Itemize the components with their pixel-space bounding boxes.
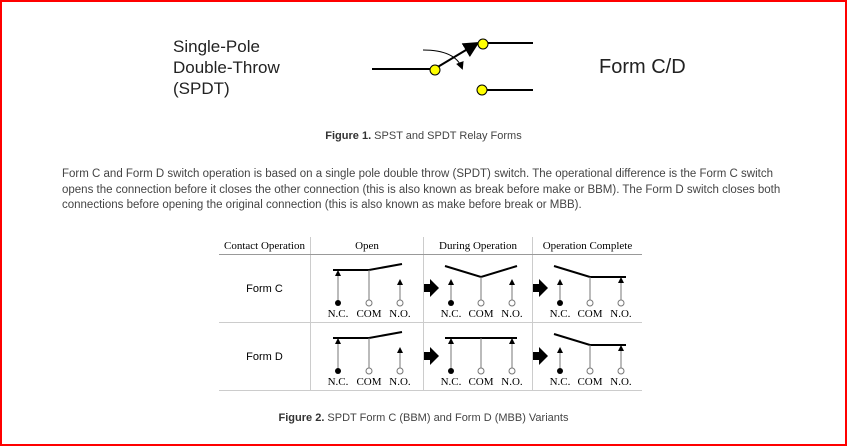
- state-cell: N.C. COM N.O.: [310, 322, 424, 391]
- no-terminal: [396, 367, 404, 375]
- header-during: During Operation: [423, 237, 533, 255]
- switch-arm: [333, 263, 403, 271]
- terminal-label: N.C.: [328, 376, 349, 388]
- no-arrowhead-icon: [618, 345, 624, 351]
- com-terminal: [586, 367, 594, 375]
- nc-arrowhead-icon: [448, 279, 454, 285]
- terminal-label: N.C.: [328, 308, 349, 320]
- no-terminal: [617, 299, 625, 307]
- terminal-label: N.O.: [389, 308, 411, 320]
- contact-diagram: N.C. COM N.O.: [328, 263, 411, 320]
- no-terminal: [508, 367, 516, 375]
- contact-operation-table: Contact Operation Open During Operation …: [219, 237, 642, 391]
- table-row: Form C N.C. COM N.O. N.C. COM N.O. N.C. COM N.…: [219, 254, 642, 323]
- com-terminal: [477, 367, 485, 375]
- state-cell: N.C. COM N.O.: [423, 322, 533, 391]
- terminal-label: COM: [468, 308, 493, 320]
- switch-arm: [553, 333, 626, 346]
- terminal-label: N.O.: [501, 308, 523, 320]
- switch-arm: [435, 41, 480, 69]
- terminal-label: COM: [356, 308, 381, 320]
- nc-terminal: [557, 300, 563, 306]
- nc-terminal: [557, 368, 563, 374]
- description-paragraph: Form C and Form D switch operation is ba…: [62, 168, 781, 211]
- nc-terminal: [335, 368, 341, 374]
- lower-contact: [476, 84, 488, 96]
- switch-arm: [444, 265, 518, 279]
- label-line: Double-Throw: [173, 58, 280, 77]
- no-arrowhead-icon: [509, 279, 515, 285]
- table-row: Form D N.C. COM N.O. N.C. COM N.O. N.C. COM N.…: [219, 322, 642, 391]
- transition-arrow-icon: [533, 279, 548, 297]
- state-cell: N.C. COM N.O.: [310, 254, 424, 323]
- label-line: (SPDT): [173, 79, 230, 98]
- state-cell: N.C. COM N.O.: [423, 254, 533, 323]
- nc-terminal: [448, 300, 454, 306]
- transition-arrow-icon: [424, 279, 439, 297]
- pivot-contact: [429, 64, 441, 76]
- terminal-label: COM: [577, 308, 602, 320]
- terminal-label: COM: [577, 376, 602, 388]
- header-contact-operation: Contact Operation: [219, 237, 311, 255]
- nc-arrowhead-icon: [335, 270, 341, 276]
- terminal-label: N.O.: [501, 376, 523, 388]
- row-label: Form C: [219, 254, 311, 323]
- terminal-label: N.O.: [610, 308, 632, 320]
- com-terminal: [586, 299, 594, 307]
- switch-arm: [553, 265, 626, 278]
- terminal-label: N.O.: [610, 376, 632, 388]
- no-arrowhead-icon: [397, 347, 403, 353]
- upper-contact: [477, 38, 489, 50]
- state-cell: N.C. COM N.O.: [532, 322, 642, 391]
- transition-arrow-icon: [533, 347, 548, 365]
- transition-arrow-icon: [424, 347, 439, 365]
- spdt-label: Single-Pole Double-Throw (SPDT): [173, 36, 280, 99]
- label-line: Single-Pole: [173, 37, 260, 56]
- com-terminal: [365, 299, 373, 307]
- nc-arrowhead-icon: [448, 338, 454, 344]
- no-arrowhead-icon: [509, 338, 515, 344]
- contact-diagram: N.C. COM N.O.: [328, 331, 411, 388]
- figure1-caption: Figure 1. SPST and SPDT Relay Forms: [325, 130, 522, 142]
- contact-diagram: N.C. COM N.O.: [533, 265, 632, 320]
- nc-arrowhead-icon: [557, 279, 563, 285]
- spdt-switch-diagram: [372, 38, 533, 96]
- no-terminal: [508, 299, 516, 307]
- terminal-label: N.O.: [389, 376, 411, 388]
- terminal-label: COM: [468, 376, 493, 388]
- nc-arrowhead-icon: [557, 347, 563, 353]
- state-cell: N.C. COM N.O.: [532, 254, 642, 323]
- no-arrowhead-icon: [397, 279, 403, 285]
- switch-arm: [333, 331, 403, 339]
- figure2-caption: Figure 2. SPDT Form C (BBM) and Form D (…: [278, 412, 569, 424]
- form-label: Form C/D: [599, 56, 686, 78]
- motion-arrow: [422, 49, 464, 70]
- terminal-label: COM: [356, 376, 381, 388]
- no-terminal: [396, 299, 404, 307]
- no-arrowhead-icon: [618, 277, 624, 283]
- com-terminal: [477, 299, 485, 307]
- terminal-label: N.C.: [441, 376, 462, 388]
- terminal-label: N.C.: [550, 308, 571, 320]
- contact-diagram: N.C. COM N.O.: [424, 337, 523, 388]
- header-open: Open: [310, 237, 424, 255]
- nc-terminal: [335, 300, 341, 306]
- com-terminal: [365, 367, 373, 375]
- nc-arrowhead-icon: [335, 338, 341, 344]
- no-terminal: [617, 367, 625, 375]
- contact-diagram: N.C. COM N.O.: [424, 265, 523, 320]
- contact-diagram: N.C. COM N.O.: [533, 333, 632, 388]
- nc-terminal: [448, 368, 454, 374]
- header-complete: Operation Complete: [532, 237, 642, 255]
- terminal-label: N.C.: [550, 376, 571, 388]
- terminal-label: N.C.: [441, 308, 462, 320]
- row-label: Form D: [219, 322, 311, 391]
